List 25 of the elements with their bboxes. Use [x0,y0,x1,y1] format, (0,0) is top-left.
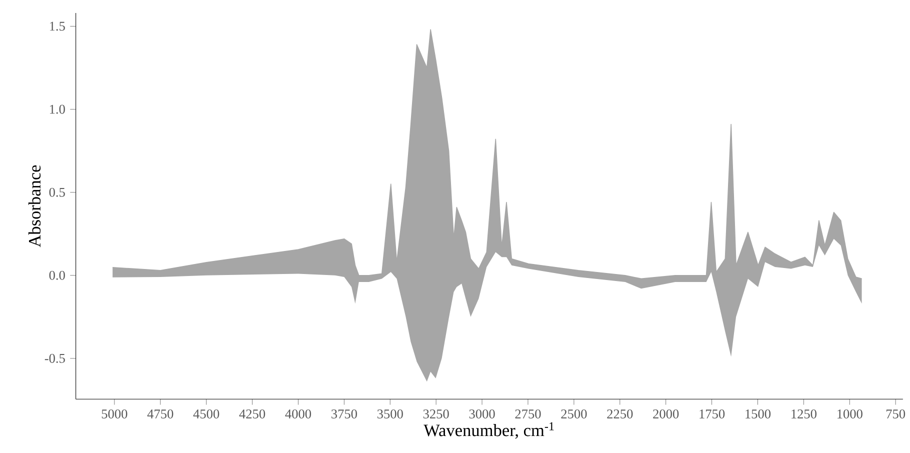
x-tick-label: 4500 [193,409,220,418]
x-tick-label: 3750 [332,409,357,418]
y-axis-title: Absorbance [28,165,41,248]
x-tick-label: 1250 [792,409,816,418]
x-tick-label: 1500 [746,409,771,418]
y-tick-label: -0.5 [44,354,65,363]
x-tick-label: 4750 [147,409,174,418]
y-tick-label: 0.5 [49,188,65,197]
x-tick-label: 2000 [653,409,679,418]
x-axis-title: Wavenumber, cm$^{-1}$ [424,422,554,439]
x-tick-label: 2250 [607,409,633,418]
x-tick-label: 3000 [469,409,495,418]
x-tick-label: 1000 [838,409,862,418]
x-tick-label: 750 [886,409,906,418]
y-tick-label: 1.0 [50,104,65,114]
y-tick-label: 0.0 [49,270,65,280]
x-tick-label: 2750 [515,409,541,418]
x-tick-label: 2500 [561,409,587,418]
x-tick-label: 1750 [700,409,725,418]
y-tick-label: 1.5 [50,22,65,31]
x-tick-label: 4000 [285,409,312,418]
x-tick-label: 5000 [102,409,128,418]
x-tick-label: 3500 [377,409,403,418]
x-tick-label: 4250 [239,409,266,418]
x-tick-label: 3250 [423,409,449,418]
